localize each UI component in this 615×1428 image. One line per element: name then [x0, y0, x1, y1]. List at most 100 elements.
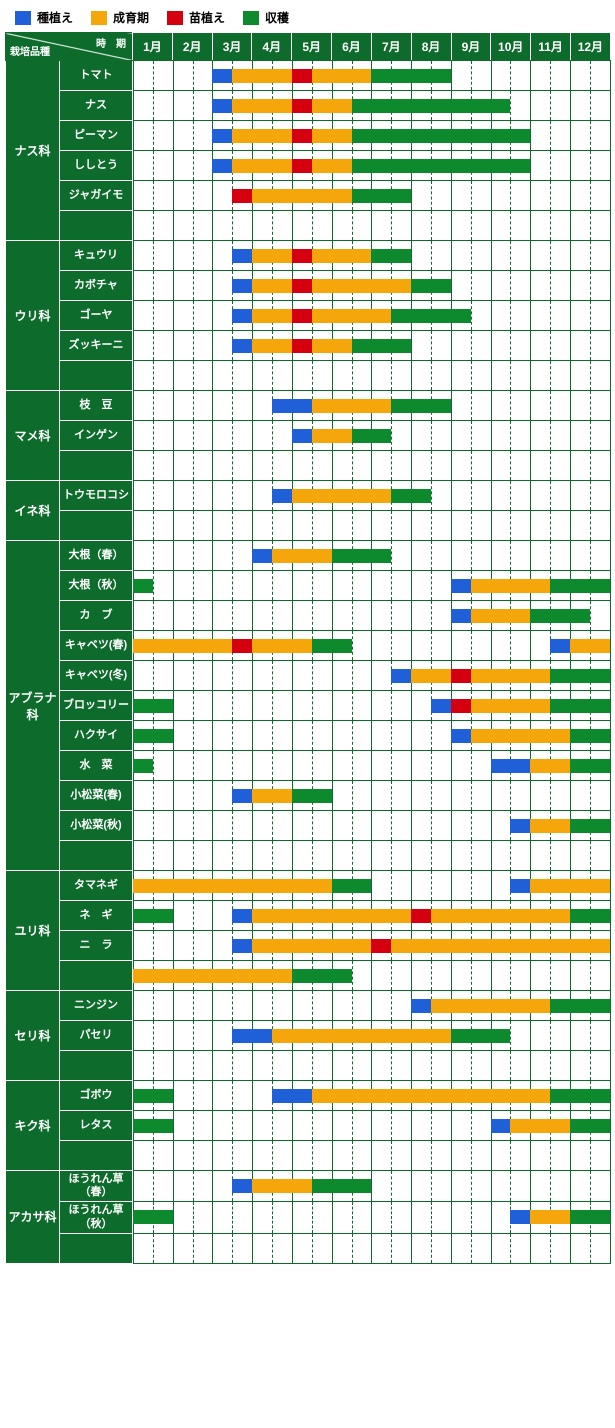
gantt-bar-grow	[312, 1089, 550, 1103]
gantt-track	[133, 61, 611, 91]
gantt-bar-grow	[252, 279, 292, 293]
gantt-bar-grow	[312, 429, 352, 443]
crop-row: ジャガイモ	[6, 181, 611, 211]
crop-label: キャベツ(冬)	[60, 661, 133, 691]
crop-row: ほうれん草（秋）	[6, 1202, 611, 1233]
gantt-bar-transplant	[292, 279, 312, 293]
crop-label: 大根（春）	[60, 541, 133, 571]
family-label: ナス科	[6, 61, 60, 241]
gantt-bar-grow	[312, 99, 352, 113]
gantt-bar-seed	[232, 339, 252, 353]
gantt-track	[133, 121, 611, 151]
crop-row: ししとう	[6, 151, 611, 181]
gantt-bar-grow	[252, 639, 312, 653]
gantt-bar-grow	[232, 69, 292, 83]
family-label: マメ科	[6, 391, 60, 481]
gantt-track	[133, 1051, 611, 1081]
gantt-bar-grow	[292, 489, 391, 503]
crop-label	[60, 1051, 133, 1081]
gantt-bar-seed	[431, 699, 451, 713]
gantt-track	[133, 661, 611, 691]
gantt-bar-seed	[232, 249, 252, 263]
gantt-bar-grow	[391, 939, 610, 953]
crop-row: 水 菜	[6, 751, 611, 781]
gantt-bar-grow	[232, 129, 292, 143]
crop-label	[60, 961, 133, 991]
crop-row: パセリ	[6, 1021, 611, 1051]
crop-label: ゴボウ	[60, 1081, 133, 1111]
crop-row	[6, 1233, 611, 1263]
gantt-bar-seed	[411, 999, 431, 1013]
month-header: 7月	[371, 33, 411, 61]
legend-label: 苗植え	[189, 9, 225, 26]
gantt-bar-grow	[312, 279, 411, 293]
crop-row: イネ科トウモロコシ	[6, 481, 611, 511]
gantt-track	[133, 601, 611, 631]
month-header: 11月	[531, 33, 571, 61]
crop-label: ナス	[60, 91, 133, 121]
gantt-bar-seed	[451, 579, 471, 593]
gantt-bar-seed	[550, 639, 570, 653]
gantt-bar-grow	[471, 729, 570, 743]
month-header: 9月	[451, 33, 491, 61]
gantt-bar-seed	[212, 99, 232, 113]
gantt-bar-transplant	[292, 159, 312, 173]
legend-item: 成育期	[91, 9, 149, 26]
gantt-track	[133, 1202, 611, 1233]
month-header: 5月	[292, 33, 332, 61]
family-label: アブラナ科	[6, 541, 60, 871]
gantt-bar-grow	[133, 639, 232, 653]
crop-label: インゲン	[60, 421, 133, 451]
gantt-bar-harvest	[352, 429, 392, 443]
crop-label: ししとう	[60, 151, 133, 181]
gantt-bar-transplant	[292, 339, 312, 353]
gantt-track	[133, 841, 611, 871]
month-header: 6月	[332, 33, 372, 61]
gantt-bar-harvest	[352, 339, 412, 353]
crop-row	[6, 841, 611, 871]
crop-row: ネ ギ	[6, 901, 611, 931]
gantt-bar-grow	[411, 669, 451, 683]
gantt-track	[133, 721, 611, 751]
gantt-bar-seed	[272, 489, 292, 503]
crop-row: ナス	[6, 91, 611, 121]
crop-label: ほうれん草（秋）	[60, 1202, 133, 1233]
gantt-bar-harvest	[352, 99, 511, 113]
gantt-bar-grow	[252, 909, 411, 923]
gantt-track	[133, 391, 611, 421]
gantt-bar-harvest	[570, 1119, 610, 1133]
gantt-track	[133, 181, 611, 211]
gantt-track	[133, 931, 611, 961]
crop-row: カボチャ	[6, 271, 611, 301]
gantt-bar-transplant	[292, 129, 312, 143]
month-header: 3月	[212, 33, 252, 61]
legend-label: 種植え	[37, 9, 73, 26]
gantt-bar-seed	[232, 909, 252, 923]
gantt-bar-transplant	[232, 189, 252, 203]
gantt-bar-harvest	[292, 969, 352, 983]
crop-row: 大根（秋）	[6, 571, 611, 601]
gantt-bar-grow	[312, 159, 352, 173]
legend-swatch	[243, 11, 259, 25]
gantt-bar-grow	[252, 339, 292, 353]
crop-label: タマネギ	[60, 871, 133, 901]
gantt-bar-harvest	[550, 699, 610, 713]
gantt-bar-seed	[252, 549, 272, 563]
crop-label	[60, 451, 133, 481]
month-header: 10月	[491, 33, 531, 61]
gantt-bar-grow	[232, 159, 292, 173]
crop-label	[60, 1233, 133, 1263]
gantt-bar-harvest	[570, 729, 610, 743]
crop-label: ほうれん草（春）	[60, 1171, 133, 1202]
crop-label: パセリ	[60, 1021, 133, 1051]
gantt-bar-harvest	[391, 489, 431, 503]
crop-row: マメ科枝 豆	[6, 391, 611, 421]
gantt-track	[133, 151, 611, 181]
gantt-bar-grow	[312, 339, 352, 353]
crop-row	[6, 1051, 611, 1081]
gantt-bar-seed	[232, 1029, 272, 1043]
gantt-bar-harvest	[133, 1119, 173, 1133]
gantt-bar-grow	[431, 909, 570, 923]
gantt-bar-harvest	[550, 669, 610, 683]
gantt-bar-seed	[292, 429, 312, 443]
